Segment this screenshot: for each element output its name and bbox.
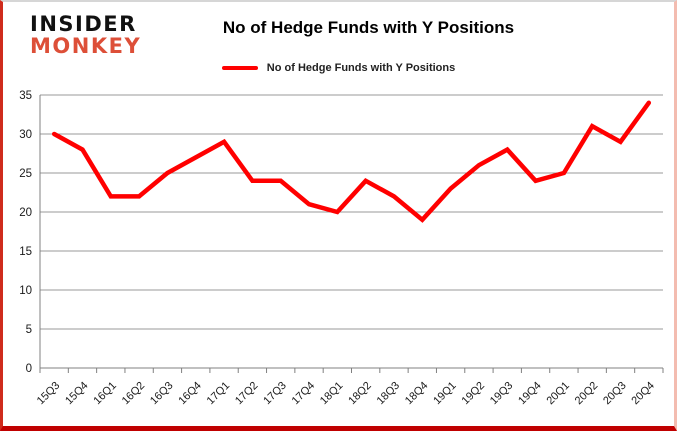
x-tick-label: 20Q1	[544, 380, 572, 408]
legend-label: No of Hedge Funds with Y Positions	[266, 62, 456, 74]
x-tick-label: 17Q4	[290, 380, 318, 408]
x-tick-label: 19Q3	[488, 380, 516, 408]
data-series-line	[51, 100, 652, 223]
y-tick-label: 15	[19, 246, 32, 258]
y-tick-label: 30	[19, 129, 32, 141]
logo-line-monkey: MONKEY	[30, 34, 142, 58]
insider-monkey-logo: INSIDER MONKEY	[30, 14, 141, 57]
y-tick-label: 25	[19, 168, 32, 180]
x-tick-label: 20Q3	[601, 380, 629, 408]
x-tick-label: 16Q2	[120, 380, 148, 408]
x-tick-label: 20Q2	[573, 380, 601, 408]
x-tick-label: 19Q1	[431, 380, 459, 408]
x-tick-label: 18Q3	[375, 380, 403, 408]
x-tick-label: 17Q2	[233, 380, 261, 408]
x-tick-label: 16Q1	[91, 380, 119, 408]
x-tick-label: 16Q4	[176, 380, 204, 408]
x-tick-label: 18Q1	[318, 380, 346, 408]
legend-line-swatch	[221, 66, 258, 70]
x-tick-label: 20Q4	[629, 380, 657, 408]
x-tick-label: 19Q4	[516, 380, 544, 408]
y-tick-label: 35	[19, 90, 32, 102]
y-tick-label: 0	[26, 363, 32, 375]
x-tick-label: 17Q1	[205, 380, 233, 408]
y-tick-label: 20	[19, 207, 32, 219]
x-tick-label: 18Q2	[346, 380, 374, 408]
chart-legend: No of Hedge Funds with Y Positions	[3, 62, 674, 74]
x-tick-label: 17Q3	[261, 380, 289, 408]
x-tick-label: 18Q4	[403, 380, 431, 408]
chart-title: No of Hedge Funds with Y Positions	[222, 18, 515, 37]
logo-line-insider: INSIDER	[30, 12, 137, 36]
x-tick-label: 15Q4	[63, 380, 91, 408]
x-tick-label: 15Q3	[35, 380, 63, 408]
x-tick-label: 19Q2	[460, 380, 488, 408]
y-tick-label: 10	[19, 285, 32, 297]
y-tick-label: 5	[26, 324, 32, 336]
x-tick-label: 16Q3	[148, 380, 176, 408]
